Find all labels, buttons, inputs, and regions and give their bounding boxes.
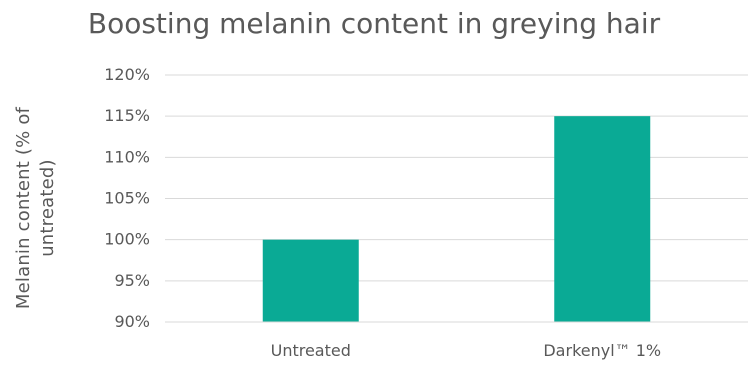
bar [262, 239, 359, 322]
y-tick-label: 95% [114, 271, 150, 290]
y-tick-label: 90% [114, 312, 150, 331]
bar [554, 116, 651, 323]
y-tick-label: 105% [104, 189, 150, 208]
x-category-label: Untreated [271, 341, 351, 360]
y-tick-label: 115% [104, 106, 150, 125]
chart-title: Boosting melanin content in greying hair [87, 7, 661, 40]
y-tick-label: 110% [104, 147, 150, 166]
y-tick-label: 120% [104, 65, 150, 84]
y-tick-label: 100% [104, 230, 150, 249]
x-category-label: Darkenyl™ 1% [543, 341, 661, 360]
